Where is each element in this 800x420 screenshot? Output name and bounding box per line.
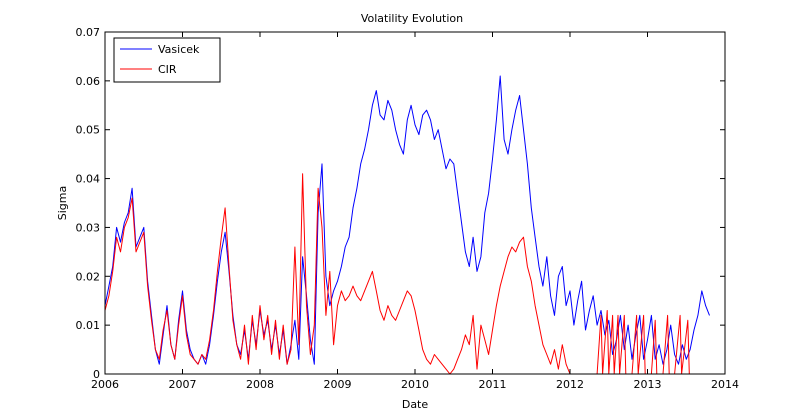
legend-label-cir: CIR xyxy=(158,63,177,76)
y-tick-label: 0.06 xyxy=(76,75,101,88)
plot-area xyxy=(105,32,725,374)
y-tick-label: 0 xyxy=(93,368,100,381)
y-tick-label: 0.03 xyxy=(76,221,101,234)
x-tick-label: 2008 xyxy=(246,378,274,391)
x-tick-label: 2013 xyxy=(634,378,662,391)
x-tick-label: 2009 xyxy=(324,378,352,391)
legend-label-vasicek: Vasicek xyxy=(158,43,200,56)
y-tick-label: 0.07 xyxy=(76,26,101,39)
series-line-cir xyxy=(104,173,710,375)
x-tick-label: 2011 xyxy=(479,378,507,391)
x-tick-label: 2006 xyxy=(91,378,119,391)
series-line-vasicek xyxy=(104,75,710,365)
y-tick-label: 0.01 xyxy=(76,319,101,332)
y-axis-label: Sigma xyxy=(56,186,69,220)
x-axis-label: Date xyxy=(402,398,429,411)
series-lines xyxy=(104,75,710,375)
x-tick-label: 2014 xyxy=(711,378,739,391)
y-tick-label: 0.05 xyxy=(76,124,101,137)
x-tick-label: 2012 xyxy=(556,378,584,391)
x-tick-label: 2007 xyxy=(169,378,197,391)
y-tick-label: 0.04 xyxy=(76,173,101,186)
axis-ticks: 2006 2007 2008 2009 2010 2011 2012 2013 2014 0 0.0… xyxy=(76,26,740,391)
legend-box xyxy=(113,37,221,83)
chart-title: Volatility Evolution xyxy=(361,12,463,25)
x-tick-label: 2010 xyxy=(401,378,429,391)
y-tick-label: 0.02 xyxy=(76,270,101,283)
legend: Vasicek CIR xyxy=(113,37,221,83)
